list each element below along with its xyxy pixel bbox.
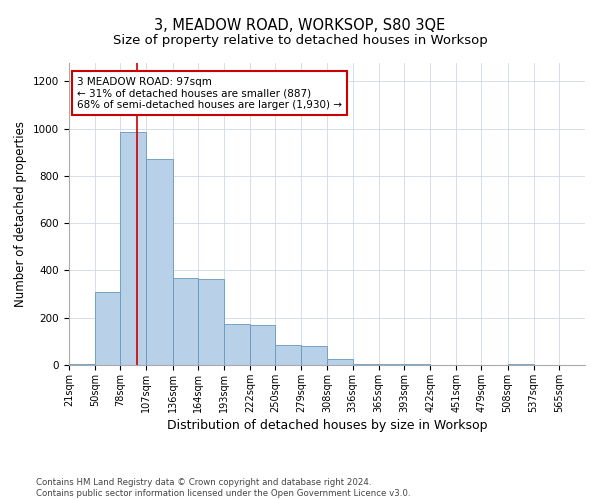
Text: 3, MEADOW ROAD, WORKSOP, S80 3QE: 3, MEADOW ROAD, WORKSOP, S80 3QE [154,18,446,32]
Bar [508,364,533,365]
Text: 3 MEADOW ROAD: 97sqm
← 31% of detached houses are smaller (887)
68% of semi-deta: 3 MEADOW ROAD: 97sqm ← 31% of detached h… [77,76,342,110]
Bar [250,325,275,365]
Y-axis label: Number of detached properties: Number of detached properties [14,120,28,306]
Bar [404,364,430,365]
Bar [353,364,379,365]
Bar [275,345,301,365]
Bar [224,324,250,365]
Bar [198,278,224,365]
Bar [328,359,353,365]
Bar [301,346,328,365]
Bar [95,292,121,365]
Text: Contains HM Land Registry data © Crown copyright and database right 2024.
Contai: Contains HM Land Registry data © Crown c… [36,478,410,498]
X-axis label: Distribution of detached houses by size in Worksop: Distribution of detached houses by size … [167,419,487,432]
Bar [69,364,95,365]
Text: Size of property relative to detached houses in Worksop: Size of property relative to detached ho… [113,34,487,47]
Bar [146,160,173,365]
Bar [379,364,404,365]
Bar [121,132,146,365]
Bar [173,278,198,365]
